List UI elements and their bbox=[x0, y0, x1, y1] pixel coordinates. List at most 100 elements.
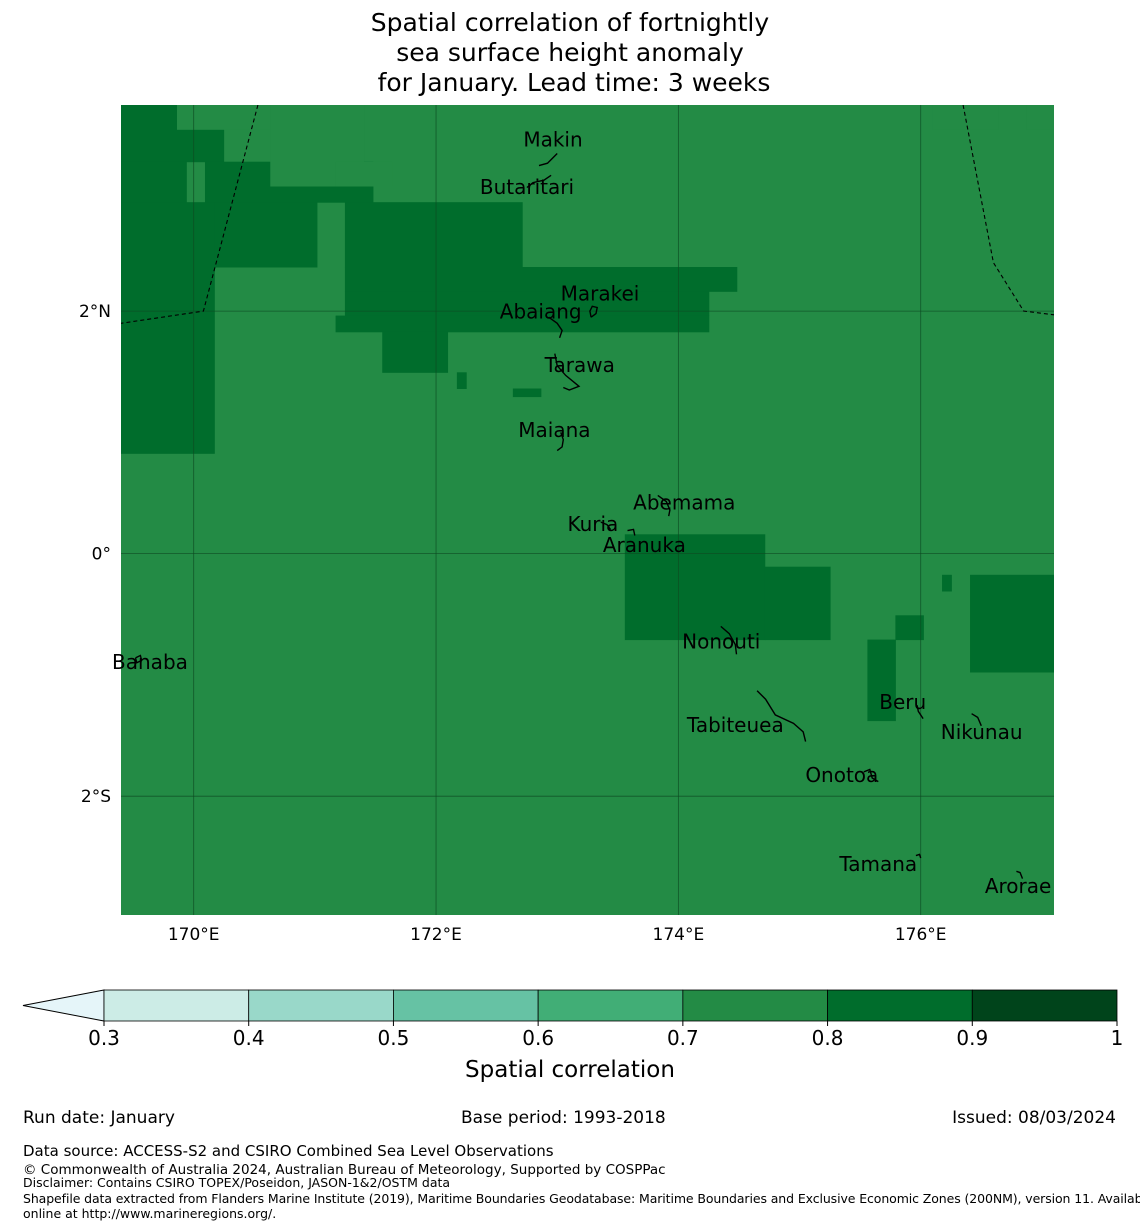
title-line-3: for January. Lead time: 3 weeks bbox=[378, 68, 771, 97]
high-correlation-cell bbox=[121, 202, 215, 454]
latitude-tick-label: 0° bbox=[92, 545, 111, 565]
figure-title: Spatial correlation of fortnightly sea s… bbox=[371, 8, 771, 97]
island-label: Tamana bbox=[838, 852, 917, 876]
island-label: Aranuka bbox=[603, 533, 686, 557]
colorbar-tick-label: 0.9 bbox=[956, 1026, 988, 1050]
high-correlation-cell bbox=[456, 372, 467, 389]
island-maiana: Maiana bbox=[518, 418, 591, 452]
high-correlation-cell bbox=[764, 566, 831, 641]
island-outline bbox=[971, 713, 982, 727]
island-outline bbox=[548, 316, 563, 339]
high-correlation-cell bbox=[624, 534, 766, 641]
high-correlation-cell bbox=[895, 615, 924, 641]
island-outline bbox=[627, 528, 636, 536]
island-marakei: Marakei bbox=[561, 281, 640, 318]
island-outline bbox=[589, 305, 599, 318]
island-outline bbox=[526, 174, 552, 189]
shapefile-note-line-1: Shapefile data extracted from Flanders M… bbox=[23, 1191, 1140, 1206]
moderate-correlation-cell bbox=[932, 105, 999, 130]
island-label: Onotoa bbox=[805, 763, 878, 787]
island-nikunau: Nikunau bbox=[941, 713, 1023, 744]
island-beru: Beru bbox=[879, 690, 926, 719]
island-outline bbox=[657, 494, 671, 517]
colorbar-band bbox=[393, 989, 539, 1022]
colorbar-tick-label: 0.3 bbox=[88, 1026, 120, 1050]
moderate-correlation-cell bbox=[335, 161, 393, 187]
island-label: Marakei bbox=[561, 281, 640, 305]
shapefile-note-line-2: online at http://www.marineregions.org/. bbox=[23, 1206, 277, 1221]
island-label: Kuria bbox=[567, 512, 618, 536]
island-outline bbox=[756, 690, 807, 742]
longitude-tick-label: 174°E bbox=[653, 925, 705, 945]
title-line-2: sea surface height anomaly bbox=[396, 38, 744, 67]
island-label: Banaba bbox=[112, 650, 188, 674]
island-outline bbox=[916, 705, 924, 719]
island-outline bbox=[915, 853, 922, 859]
island-nonouti: Nonouti bbox=[682, 625, 760, 655]
high-correlation-cell bbox=[970, 574, 1054, 673]
run-date: Run date: January bbox=[23, 1108, 175, 1128]
island-label: Maiana bbox=[518, 418, 590, 442]
longitude-tick-label: 170°E bbox=[168, 925, 220, 945]
island-banaba: Banaba bbox=[112, 650, 188, 674]
island-outline bbox=[554, 353, 581, 391]
island-tamana: Tamana bbox=[838, 852, 922, 876]
island-label: Beru bbox=[879, 690, 926, 714]
island-kuria: Kuria bbox=[567, 512, 618, 536]
island-outline bbox=[538, 153, 558, 167]
island-butaritari: Butaritari bbox=[480, 174, 574, 199]
disclaimer-note: Disclaimer: Contains CSIRO TOPEX/Poseido… bbox=[23, 1175, 451, 1190]
high-correlation-cell bbox=[344, 267, 738, 292]
data-source: Data source: ACCESS-S2 and CSIRO Combine… bbox=[23, 1142, 554, 1160]
colorbar-tick-label: 1 bbox=[1111, 1026, 1124, 1050]
island-label: Tabiteuea bbox=[686, 713, 784, 737]
island-label: Abaiang bbox=[500, 300, 582, 324]
base-period: Base period: 1993-2018 bbox=[461, 1108, 666, 1128]
eez-boundary-line bbox=[962, 105, 1054, 316]
island-outline bbox=[134, 654, 143, 664]
island-outline bbox=[863, 768, 879, 783]
island-label: Arorae bbox=[985, 874, 1051, 898]
high-correlation-cell bbox=[214, 202, 318, 268]
colorbar-band bbox=[971, 989, 1118, 1022]
high-correlation-cell bbox=[344, 291, 710, 317]
issued-date: Issued: 08/03/2024 bbox=[952, 1108, 1116, 1128]
island-label: Nikunau bbox=[941, 720, 1023, 744]
eez-boundary-line bbox=[121, 105, 259, 324]
colorbar-band bbox=[827, 989, 973, 1022]
island-abaiang: Abaiang bbox=[500, 300, 582, 339]
high-correlation-cell bbox=[344, 202, 523, 268]
island-arorae: Arorae bbox=[985, 870, 1051, 898]
high-correlation-cell bbox=[942, 574, 952, 592]
colorbar-tick-label: 0.4 bbox=[233, 1026, 265, 1050]
island-outline bbox=[1016, 870, 1024, 879]
moderate-correlation-cell bbox=[1026, 105, 1054, 130]
colorbar-tick-label: 0.6 bbox=[522, 1026, 554, 1050]
colorbar-band bbox=[537, 989, 684, 1022]
longitude-tick-label: 176°E bbox=[895, 925, 947, 945]
colorbar-tick-label: 0.5 bbox=[378, 1026, 410, 1050]
island-tarawa: Tarawa bbox=[544, 353, 615, 391]
high-correlation-cell bbox=[512, 388, 542, 398]
island-label: Tarawa bbox=[544, 353, 615, 377]
longitude-tick-label: 172°E bbox=[410, 925, 462, 945]
high-correlation-cell bbox=[335, 315, 710, 333]
colorbar-band bbox=[103, 989, 250, 1022]
colorbar-band bbox=[248, 989, 394, 1022]
island-onotoa: Onotoa bbox=[805, 763, 879, 787]
latitude-tick-label: 2°N bbox=[79, 302, 111, 322]
island-label: Makin bbox=[523, 128, 582, 152]
island-makin: Makin bbox=[523, 128, 583, 167]
colorbar-tick-label: 0.7 bbox=[667, 1026, 699, 1050]
title-line-1: Spatial correlation of fortnightly bbox=[371, 8, 770, 37]
copyright-note: © Commonwealth of Australia 2024, Austra… bbox=[23, 1162, 666, 1178]
latitude-tick-label: 2°S bbox=[81, 787, 111, 807]
colorbar-label: Spatial correlation bbox=[465, 1057, 675, 1083]
colorbar-band bbox=[682, 989, 828, 1022]
island-outline bbox=[600, 521, 612, 530]
island-abemama: Abemama bbox=[633, 491, 735, 517]
axis-ticks: 170°E 172°E 174°E 176°E 2°N 0° 2°S bbox=[79, 302, 947, 945]
